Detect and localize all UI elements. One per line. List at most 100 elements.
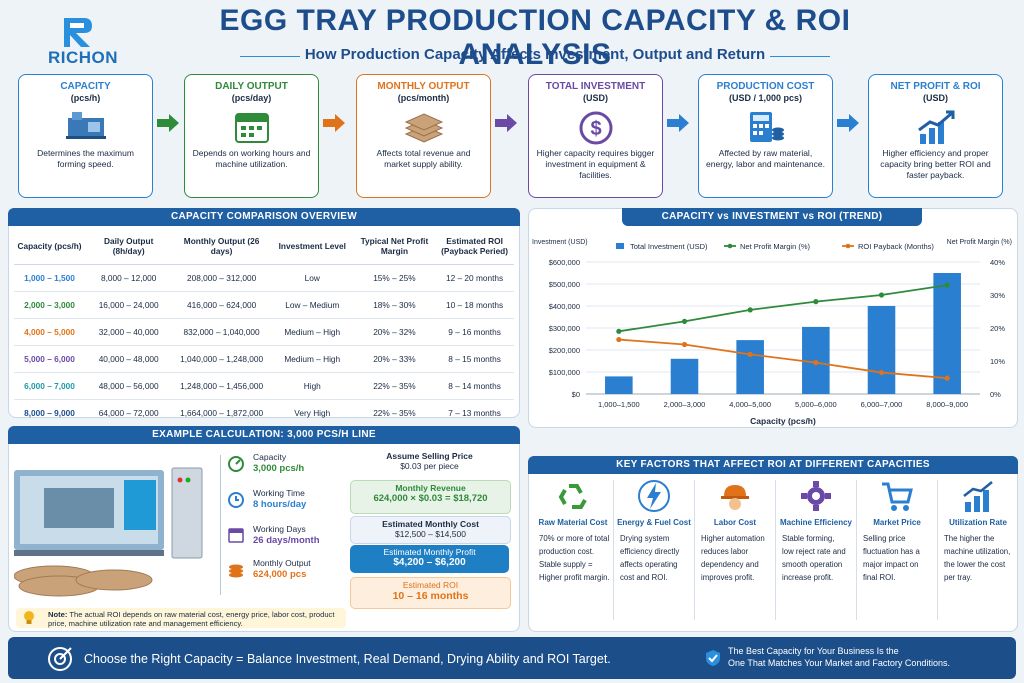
flow-arrow-icon	[157, 114, 179, 132]
cell-margin: 15% – 25%	[353, 264, 436, 292]
x-tick-label: 8,000–9,000	[926, 400, 968, 409]
cell-monthly: 832,000 – 1,040,000	[172, 318, 271, 346]
stat-monthly-output: Monthly Output 624,000 pcs	[253, 558, 311, 580]
cell-margin: 22% – 35%	[353, 372, 436, 400]
bar-8-000-9-000	[933, 273, 961, 394]
cell-daily: 48,000 – 56,000	[85, 372, 173, 400]
roi-box: Estimated ROI 10 – 16 months	[350, 577, 511, 609]
revenue-box: Monthly Revenue 624,000 × $0.03 = $18,72…	[350, 480, 511, 514]
flow-step-unit: (USD / 1,000 pcs)	[728, 93, 803, 103]
cell-cap: 5,000 – 6,000	[14, 345, 86, 373]
factor-divider	[613, 480, 614, 620]
y2-tick-label: 0%	[990, 390, 1001, 399]
svg-text:$: $	[590, 118, 601, 140]
cell-level: High	[270, 372, 354, 400]
timeline-line	[220, 455, 221, 595]
cell-monthly: 1,040,000 – 1,248,000	[172, 345, 271, 373]
factor-description: The higher the machine utilization, the lo…	[938, 532, 1018, 584]
stat-value: 8 hours/day	[253, 499, 307, 510]
cell-cap: 8,000 – 9,000	[14, 399, 86, 427]
stat-label: Working Time	[253, 488, 305, 498]
cell-roi: 10 – 18 months	[435, 291, 514, 319]
note-label: Note:	[48, 610, 68, 619]
cell-level: Medium – High	[270, 318, 354, 346]
factor-utilization-rate: Utilization Rate The higher the machine ut…	[938, 478, 1018, 584]
flow-arrow-icon	[323, 114, 345, 132]
point-roi-payback-months	[616, 336, 622, 343]
table-row: 6,000 – 7,000 48,000 – 56,000 1,248,000 – …	[14, 372, 514, 400]
shopping-cart-icon	[882, 482, 913, 511]
flow-step-daily-output: DAILY OUTPUT (pcs/day) Depends on working …	[184, 74, 319, 198]
stat-label: Monthly Output	[253, 558, 311, 568]
flow-step-description: Determines the maximum forming speed.	[37, 148, 134, 169]
point-roi-payback-months	[747, 351, 753, 357]
cell-level: Medium – High	[270, 345, 354, 373]
flow-step-description: Affects total revenue and market supply …	[376, 148, 471, 169]
flow-step-title: MONTHLY OUTPUT	[377, 81, 470, 92]
comparison-title: CAPACITY COMPARISON OVERVIEW	[8, 208, 520, 226]
flow-step-title: NET PROFIT & ROI	[890, 81, 981, 92]
subtitle-rule-right	[770, 56, 830, 57]
calculator-coins-icon	[749, 112, 784, 142]
flow-step-description: Affected by raw material, energy, labor …	[706, 148, 825, 169]
flow-step-title: TOTAL INVESTMENT	[545, 81, 646, 92]
factor-name: Machine Efficiency	[779, 518, 853, 527]
y2-tick-label: 30%	[990, 291, 1005, 300]
flow-step-description: Depends on working hours and machine uti…	[192, 148, 311, 169]
series-line-roi-payback-months	[618, 338, 948, 380]
flow-step-monthly-output: MONTHLY OUTPUT (pcs/month) Affects total r…	[356, 74, 491, 198]
worker-helmet-icon	[721, 485, 749, 510]
factor-description-line: machine utilization,	[944, 547, 1011, 556]
cell-cap: 6,000 – 7,000	[14, 372, 86, 400]
point-net-profit-margin	[878, 292, 885, 298]
factor-description-line: The higher the	[944, 534, 995, 543]
egg-tray-machine-icon	[14, 467, 203, 597]
cell-daily: 16,000 – 24,000	[85, 291, 173, 319]
factor-description-line: Selling price	[863, 534, 906, 543]
legend-marker	[845, 243, 851, 249]
point-roi-payback-months	[681, 341, 688, 348]
price-box: Assume Selling Price $0.03 per piece	[350, 451, 509, 471]
y-tick-label: $300,000	[549, 324, 580, 333]
factor-description-line: dependency and	[701, 560, 759, 569]
flow-step-description: Higher capacity requires bigger investme…	[536, 148, 655, 180]
cell-cap: 1,000 – 1,500	[14, 264, 86, 292]
profit-label: Estimated Monthly Profit	[383, 547, 476, 557]
bar-2-000-3-000	[670, 358, 699, 394]
factor-description-line: 70% or more of total	[539, 534, 610, 543]
legend-entry-net-profit-margin: Net Profit Margin (%)	[740, 242, 811, 251]
gear-icon	[801, 481, 831, 511]
legend-marker	[727, 243, 733, 249]
point-net-profit-margin	[616, 328, 622, 334]
factor-description: Drying system efficiency directly affects …	[614, 532, 694, 584]
column-header: Capacity (pcs/h)	[14, 228, 86, 265]
factor-description-line: improves profit.	[701, 573, 755, 582]
machine-icon	[65, 112, 106, 139]
flow-step-unit: (USD)	[923, 93, 948, 103]
factor-market-price: Market Price Selling price fluctuation has…	[857, 478, 937, 584]
comparison-table: Capacity (pcs/h) Daily Output (8h/day) Mon…	[14, 228, 514, 427]
cell-daily: 64,000 – 72,000	[85, 399, 173, 427]
stat-capacity: Capacity 3,000 pcs/h	[253, 452, 304, 474]
flow-step-unit: (pcs/month)	[397, 93, 450, 103]
speedometer-icon	[228, 456, 244, 472]
factor-description-line: efficiency directly	[620, 547, 680, 556]
cell-monthly: 1,664,000 – 1,872,000	[172, 399, 271, 427]
flow-step-unit: (USD)	[583, 93, 608, 103]
flow-step-total-investment: TOTAL INVESTMENT (USD) $ Higher capacity re…	[528, 74, 663, 198]
cell-daily: 40,000 – 48,000	[85, 345, 173, 373]
cost-box: Estimated Monthly Cost $12,500 – $14,500	[350, 516, 511, 544]
note-body: The actual ROI depends on raw material c…	[48, 610, 335, 628]
chart-title: CAPACITY vs INVESTMENT vs ROI (TREND)	[622, 208, 922, 226]
cell-cap: 4,000 – 5,000	[14, 318, 86, 346]
y-tick-label: $200,000	[549, 346, 580, 355]
flow-arrow-icon	[837, 114, 859, 132]
factor-description-line: smooth operation	[782, 560, 843, 569]
flow-arrow-icon	[667, 114, 689, 132]
factor-description-line: low reject rate and	[782, 547, 846, 556]
target-icon	[48, 647, 72, 671]
price-label: Assume Selling Price	[386, 451, 473, 461]
factor-description-line: production cost.	[539, 547, 595, 556]
flow-arrow-icon	[495, 114, 517, 132]
stat-label: Capacity	[253, 452, 287, 462]
